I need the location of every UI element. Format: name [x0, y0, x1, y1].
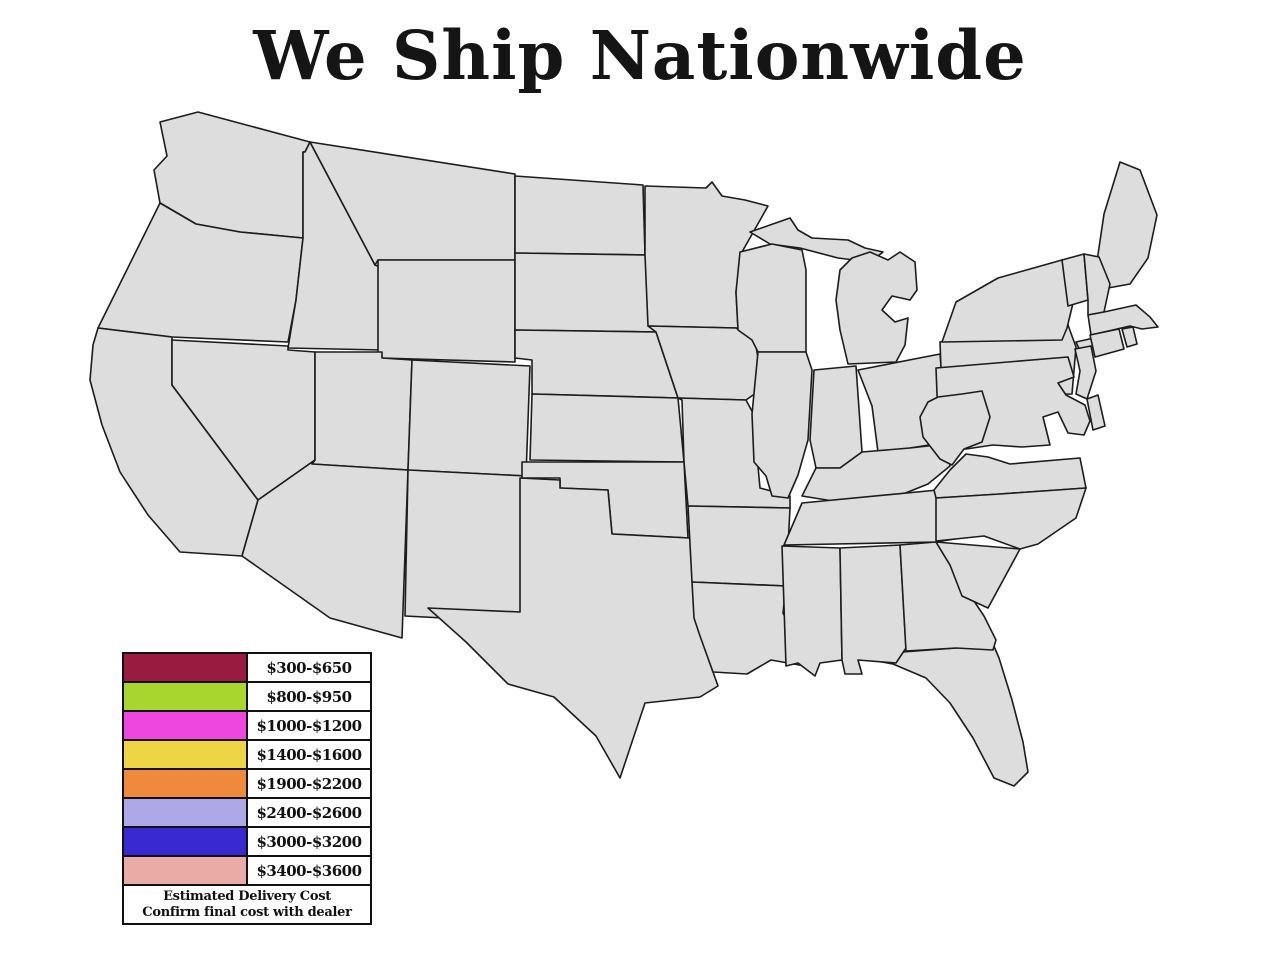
state-mi [835, 251, 918, 365]
legend: $300-$650 $800-$950 $1000-$1200 $1400-$1600… [122, 652, 372, 926]
legend-swatch [122, 739, 248, 770]
state-shapes [89, 111, 1159, 787]
state-me [1095, 161, 1158, 289]
legend-row: $1000-$1200 [122, 710, 372, 741]
legend-swatch [122, 855, 248, 886]
state-ct [1089, 328, 1125, 358]
state-ri [1121, 326, 1138, 348]
legend-label: $1900-$2200 [246, 768, 372, 799]
legend-label: $3400-$3600 [246, 855, 372, 886]
state-mn [644, 181, 769, 329]
legend-swatch [122, 768, 248, 799]
state-ms [781, 545, 843, 677]
legend-label: $800-$950 [246, 681, 372, 712]
legend-swatch [122, 797, 248, 828]
state-sd [514, 252, 657, 333]
legend-rows: $300-$650 $800-$950 $1000-$1200 $1400-$1600… [122, 652, 372, 886]
state-wy [377, 259, 516, 363]
state-mi-upper-peninsula [749, 217, 884, 263]
state-wi [735, 243, 807, 353]
state-nm [404, 469, 527, 623]
legend-footer-line1: Estimated Delivery Cost [163, 889, 331, 904]
legend-row: $2400-$2600 [122, 797, 372, 828]
legend-label: $300-$650 [246, 652, 372, 683]
legend-row: $300-$650 [122, 652, 372, 683]
state-ny [941, 259, 1082, 343]
state-sc [935, 541, 1021, 609]
legend-row: $3400-$3600 [122, 855, 372, 886]
state-co [407, 359, 531, 477]
legend-label: $1000-$1200 [246, 710, 372, 741]
state-in [809, 365, 863, 469]
legend-footer-line2: Confirm final cost with dealer [142, 904, 352, 920]
state-ks [529, 393, 685, 463]
legend-label: $1400-$1600 [246, 739, 372, 770]
state-ar [687, 505, 791, 587]
state-tx [427, 477, 719, 779]
legend-swatch [122, 710, 248, 741]
legend-label: $2400-$2600 [246, 797, 372, 828]
state-ne [514, 329, 679, 399]
legend-swatch [122, 652, 248, 683]
state-de [1086, 394, 1106, 431]
state-wv [919, 390, 991, 466]
legend-row: $1400-$1600 [122, 739, 372, 770]
legend-row: $3000-$3200 [122, 826, 372, 857]
legend-row: $1900-$2200 [122, 768, 372, 799]
state-ut [311, 351, 413, 471]
state-al [839, 544, 907, 675]
state-fl [859, 643, 1029, 787]
legend-swatch [122, 826, 248, 857]
legend-footer: Estimated Delivery Cost Confirm final co… [122, 884, 372, 926]
page-title: We Ship Nationwide [253, 16, 1027, 95]
legend-row: $800-$950 [122, 681, 372, 712]
state-nc [935, 487, 1087, 550]
state-nj [1074, 345, 1097, 400]
legend-label: $3000-$3200 [246, 826, 372, 857]
state-nd [514, 175, 646, 256]
state-il [751, 351, 813, 499]
legend-swatch [122, 681, 248, 712]
state-mo [677, 397, 791, 509]
